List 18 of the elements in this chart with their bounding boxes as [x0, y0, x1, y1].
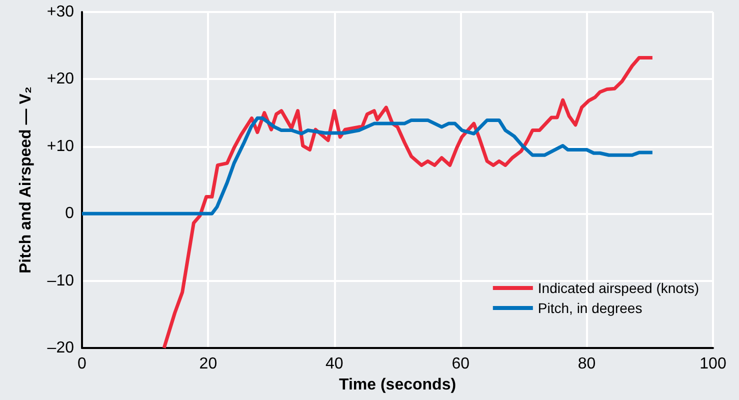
y-tick-label: +20	[46, 70, 74, 88]
x-tick-label: 20	[199, 356, 218, 372]
y-tick-label: +30	[46, 4, 74, 20]
x-tick-label: 80	[578, 356, 596, 372]
x-tick-label: 40	[326, 356, 344, 372]
y-tick-label: 0	[65, 205, 74, 222]
x-tick-label: 100	[700, 356, 726, 372]
x-tick-label: 60	[452, 356, 470, 372]
line-series	[162, 56, 654, 350]
legend-label: Pitch, in degrees	[538, 300, 642, 316]
y-axis-title: Pitch and Airspeed — V₂	[18, 86, 34, 274]
y-tick-label: –20	[47, 340, 74, 356]
line-series	[80, 116, 654, 216]
y-tick-label: +10	[46, 138, 74, 155]
x-tick-label: 0	[78, 356, 87, 372]
x-axis-title: Time (seconds)	[338, 376, 456, 394]
y-tick-label: –10	[47, 272, 74, 290]
legend-label: Indicated airspeed (knots)	[538, 280, 700, 296]
